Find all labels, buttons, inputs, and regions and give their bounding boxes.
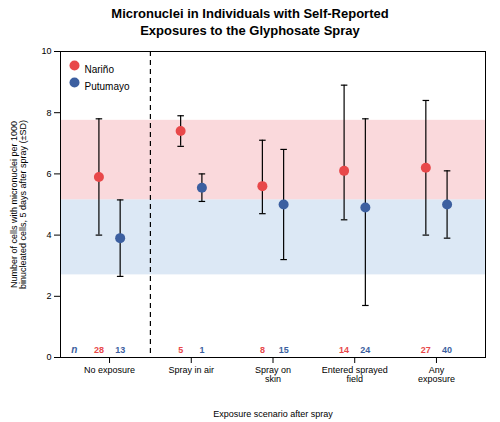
svg-text:15: 15 bbox=[279, 345, 289, 355]
svg-text:8: 8 bbox=[46, 108, 51, 118]
svg-text:Spray in air: Spray in air bbox=[169, 365, 215, 375]
svg-text:Putumayo: Putumayo bbox=[85, 81, 130, 92]
svg-text:Exposure scenario after spray: Exposure scenario after spray bbox=[213, 409, 333, 419]
svg-text:6: 6 bbox=[46, 169, 51, 179]
svg-text:Entered sprayedfield: Entered sprayedfield bbox=[322, 365, 388, 384]
svg-text:Anyexposure: Anyexposure bbox=[418, 365, 455, 384]
svg-text:0: 0 bbox=[46, 352, 51, 362]
svg-text:28: 28 bbox=[94, 345, 104, 355]
svg-text:13: 13 bbox=[115, 345, 125, 355]
svg-text:10: 10 bbox=[41, 46, 51, 56]
html-text:Micronuclei in Individuals wit: Micronuclei in Individuals with Self-Rep… bbox=[111, 6, 389, 38]
svg-text:24: 24 bbox=[360, 345, 370, 355]
svg-text:40: 40 bbox=[442, 345, 452, 355]
svg-text:14: 14 bbox=[339, 345, 349, 355]
svg-text:Nariño: Nariño bbox=[85, 64, 115, 75]
svg-text:Spray onskin: Spray onskin bbox=[255, 365, 291, 384]
svg-text:27: 27 bbox=[421, 345, 431, 355]
svg-text:8: 8 bbox=[260, 345, 265, 355]
svg-text:2: 2 bbox=[46, 291, 51, 301]
svg-text:n: n bbox=[71, 344, 77, 355]
svg-text:Number of cells with micronucl: Number of cells with micronuclei per 100… bbox=[9, 120, 28, 289]
svg-text:4: 4 bbox=[46, 230, 51, 240]
svg-text:5: 5 bbox=[178, 345, 183, 355]
svg-text:1: 1 bbox=[199, 345, 204, 355]
svg-text:No exposure: No exposure bbox=[84, 365, 135, 375]
